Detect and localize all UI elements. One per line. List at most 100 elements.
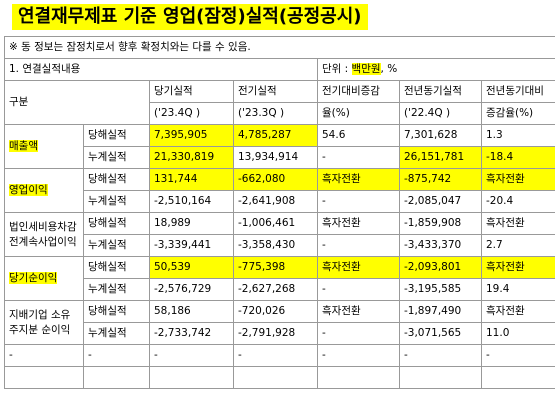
dash-cell: -	[83, 344, 150, 367]
value-yoy: 흑자전환	[480, 256, 555, 279]
unit-cell: 단위 : 백만원, %	[316, 58, 555, 81]
value-qoq: -	[317, 234, 400, 257]
row-category: 영업이익	[4, 168, 84, 213]
sub-label: 당해실적	[83, 300, 150, 323]
value-qoq: -	[317, 190, 400, 213]
value-yoy-base: -3,071,565	[399, 322, 482, 345]
value-yoy-base: -2,085,047	[399, 190, 482, 213]
sub-label: 당해실적	[83, 124, 150, 147]
header-qoq-line2: 율(%)	[317, 102, 400, 125]
table-row: 누계실적 -2,576,729 -2,627,268 - -3,195,585 …	[5, 278, 555, 301]
sub-label: 누계실적	[83, 278, 150, 301]
notice-row: ※ 동 정보는 잠정치로서 향후 확정치와는 다를 수 있음.	[4, 36, 555, 59]
table-row: 지배기업 소유주지분 순이익 당해실적 58,186 -720,026 흑자전환…	[4, 300, 555, 345]
value-previous: -3,358,430	[233, 234, 318, 257]
value-previous: -2,791,928	[233, 322, 318, 345]
page-title: 연결재무제표 기준 영업(잠정)실적(공정공시)	[12, 4, 368, 30]
value-yoy: 2.7	[480, 234, 555, 257]
value-qoq: 54.6	[317, 124, 400, 147]
value-previous: -720,026	[233, 300, 318, 323]
unit-suffix: , %	[380, 63, 398, 75]
header-yoy-base: 전년동기실적	[399, 80, 482, 103]
table-row: 누계실적 21,330,819 13,934,914 - 26,151,781 …	[5, 146, 555, 169]
value-previous: -662,080	[233, 168, 318, 191]
table-row: 영업이익 당해실적 131,744 -662,080 흑자전환 -875,742…	[4, 168, 555, 213]
dash-cell: -	[399, 344, 482, 367]
header-previous: 전기실적	[233, 80, 318, 103]
value-yoy-base: 7,301,628	[399, 124, 482, 147]
header-current-period: ('23.4Q )	[149, 102, 234, 125]
table-row: 누계실적 -3,339,441 -3,358,430 - -3,433,370 …	[5, 234, 555, 257]
row-category: 매출액	[4, 124, 84, 169]
header-previous-period: ('23.3Q )	[233, 102, 318, 125]
value-current: 7,395,905	[149, 124, 234, 147]
value-current: 58,186	[149, 300, 234, 323]
table-row: 누계실적 -2,733,742 -2,791,928 - -3,071,565 …	[5, 322, 555, 345]
value-previous: -1,006,461	[233, 212, 318, 235]
dash-row: - - - - - - -	[4, 344, 555, 367]
value-current: 21,330,819	[149, 146, 234, 169]
table-row: 당기순이익 당해실적 50,539 -775,398 흑자전환 -2,093,8…	[4, 256, 555, 301]
value-previous: -2,641,908	[233, 190, 318, 213]
value-yoy-base: -875,742	[399, 168, 482, 191]
header-yoy-line2: 증감율(%)	[480, 102, 555, 125]
value-yoy-base: -1,859,908	[399, 212, 482, 235]
value-yoy: 11.0	[480, 322, 555, 345]
dash-cell: -	[149, 344, 234, 367]
value-yoy: 흑자전환	[480, 300, 555, 323]
value-qoq: 흑자전환	[317, 168, 400, 191]
header-current: 당기실적	[149, 80, 234, 103]
value-qoq: 흑자전환	[317, 256, 400, 279]
category-label: 영업이익	[9, 184, 48, 196]
value-current: 18,989	[149, 212, 234, 235]
value-yoy-base: -1,897,490	[399, 300, 482, 323]
value-yoy: 19.4	[480, 278, 555, 301]
table-row: 누계실적 -2,510,164 -2,641,908 - -2,085,047 …	[5, 190, 555, 213]
value-current: -3,339,441	[149, 234, 234, 257]
table-row: 법인세비용차감전계속사업이익 당해실적 18,989 -1,006,461 흑자…	[4, 212, 555, 257]
row-category: 법인세비용차감전계속사업이익	[4, 212, 84, 257]
results-table: ※ 동 정보는 잠정치로서 향후 확정치와는 다를 수 있음. 1. 연결실적내…	[4, 36, 555, 389]
value-yoy: 흑자전환	[480, 212, 555, 235]
section-row: 1. 연결실적내용 단위 : 백만원, %	[4, 58, 555, 81]
value-previous: 4,785,287	[233, 124, 318, 147]
notice-text: ※ 동 정보는 잠정치로서 향후 확정치와는 다를 수 있음.	[4, 36, 555, 59]
category-label: 당기순이익	[9, 272, 58, 284]
value-current: 131,744	[149, 168, 234, 191]
value-current: -2,576,729	[149, 278, 234, 301]
sub-label: 당해실적	[83, 256, 150, 279]
dash-cell: -	[4, 344, 84, 367]
value-yoy: 1.3	[480, 124, 555, 147]
sub-label: 누계실적	[83, 146, 150, 169]
unit-label: 단위 :	[322, 63, 349, 75]
results-table-container: ※ 동 정보는 잠정치로서 향후 확정치와는 다를 수 있음. 1. 연결실적내…	[4, 36, 555, 401]
value-qoq: 흑자전환	[317, 212, 400, 235]
value-qoq: 흑자전환	[317, 300, 400, 323]
dash-cell: -	[233, 344, 318, 367]
sub-label: 당해실적	[83, 212, 150, 235]
value-qoq: -	[317, 322, 400, 345]
dash-cell: -	[480, 344, 555, 367]
value-yoy: 흑자전환	[480, 168, 555, 191]
dash-cell: -	[317, 344, 400, 367]
value-yoy-base: 26,151,781	[399, 146, 482, 169]
value-previous: 13,934,914	[233, 146, 318, 169]
value-current: 50,539	[149, 256, 234, 279]
value-current: -2,733,742	[149, 322, 234, 345]
value-current: -2,510,164	[149, 190, 234, 213]
table-row: 매출액 당해실적 7,395,905 4,785,287 54.6 7,301,…	[4, 124, 555, 169]
row-category: 당기순이익	[4, 256, 84, 301]
header-row-2: ('23.4Q ) ('23.3Q ) 율(%) ('22.4Q ) 증감율(%…	[5, 102, 555, 125]
sub-label: 당해실적	[83, 168, 150, 191]
value-yoy: -20.4	[480, 190, 555, 213]
row-category: 지배기업 소유주지분 순이익	[4, 300, 84, 345]
header-qoq-line1: 전기대비증감	[317, 80, 400, 103]
value-previous: -2,627,268	[233, 278, 318, 301]
section-label: 1. 연결실적내용	[4, 58, 318, 81]
sub-label: 누계실적	[83, 322, 150, 345]
partial-row	[4, 366, 555, 389]
value-previous: -775,398	[233, 256, 318, 279]
value-yoy: -18.4	[480, 146, 555, 169]
value-qoq: -	[317, 146, 400, 169]
header-row-1: 구분 당기실적 전기실적 전기대비증감 전년동기실적 전년동기대비	[4, 80, 555, 125]
